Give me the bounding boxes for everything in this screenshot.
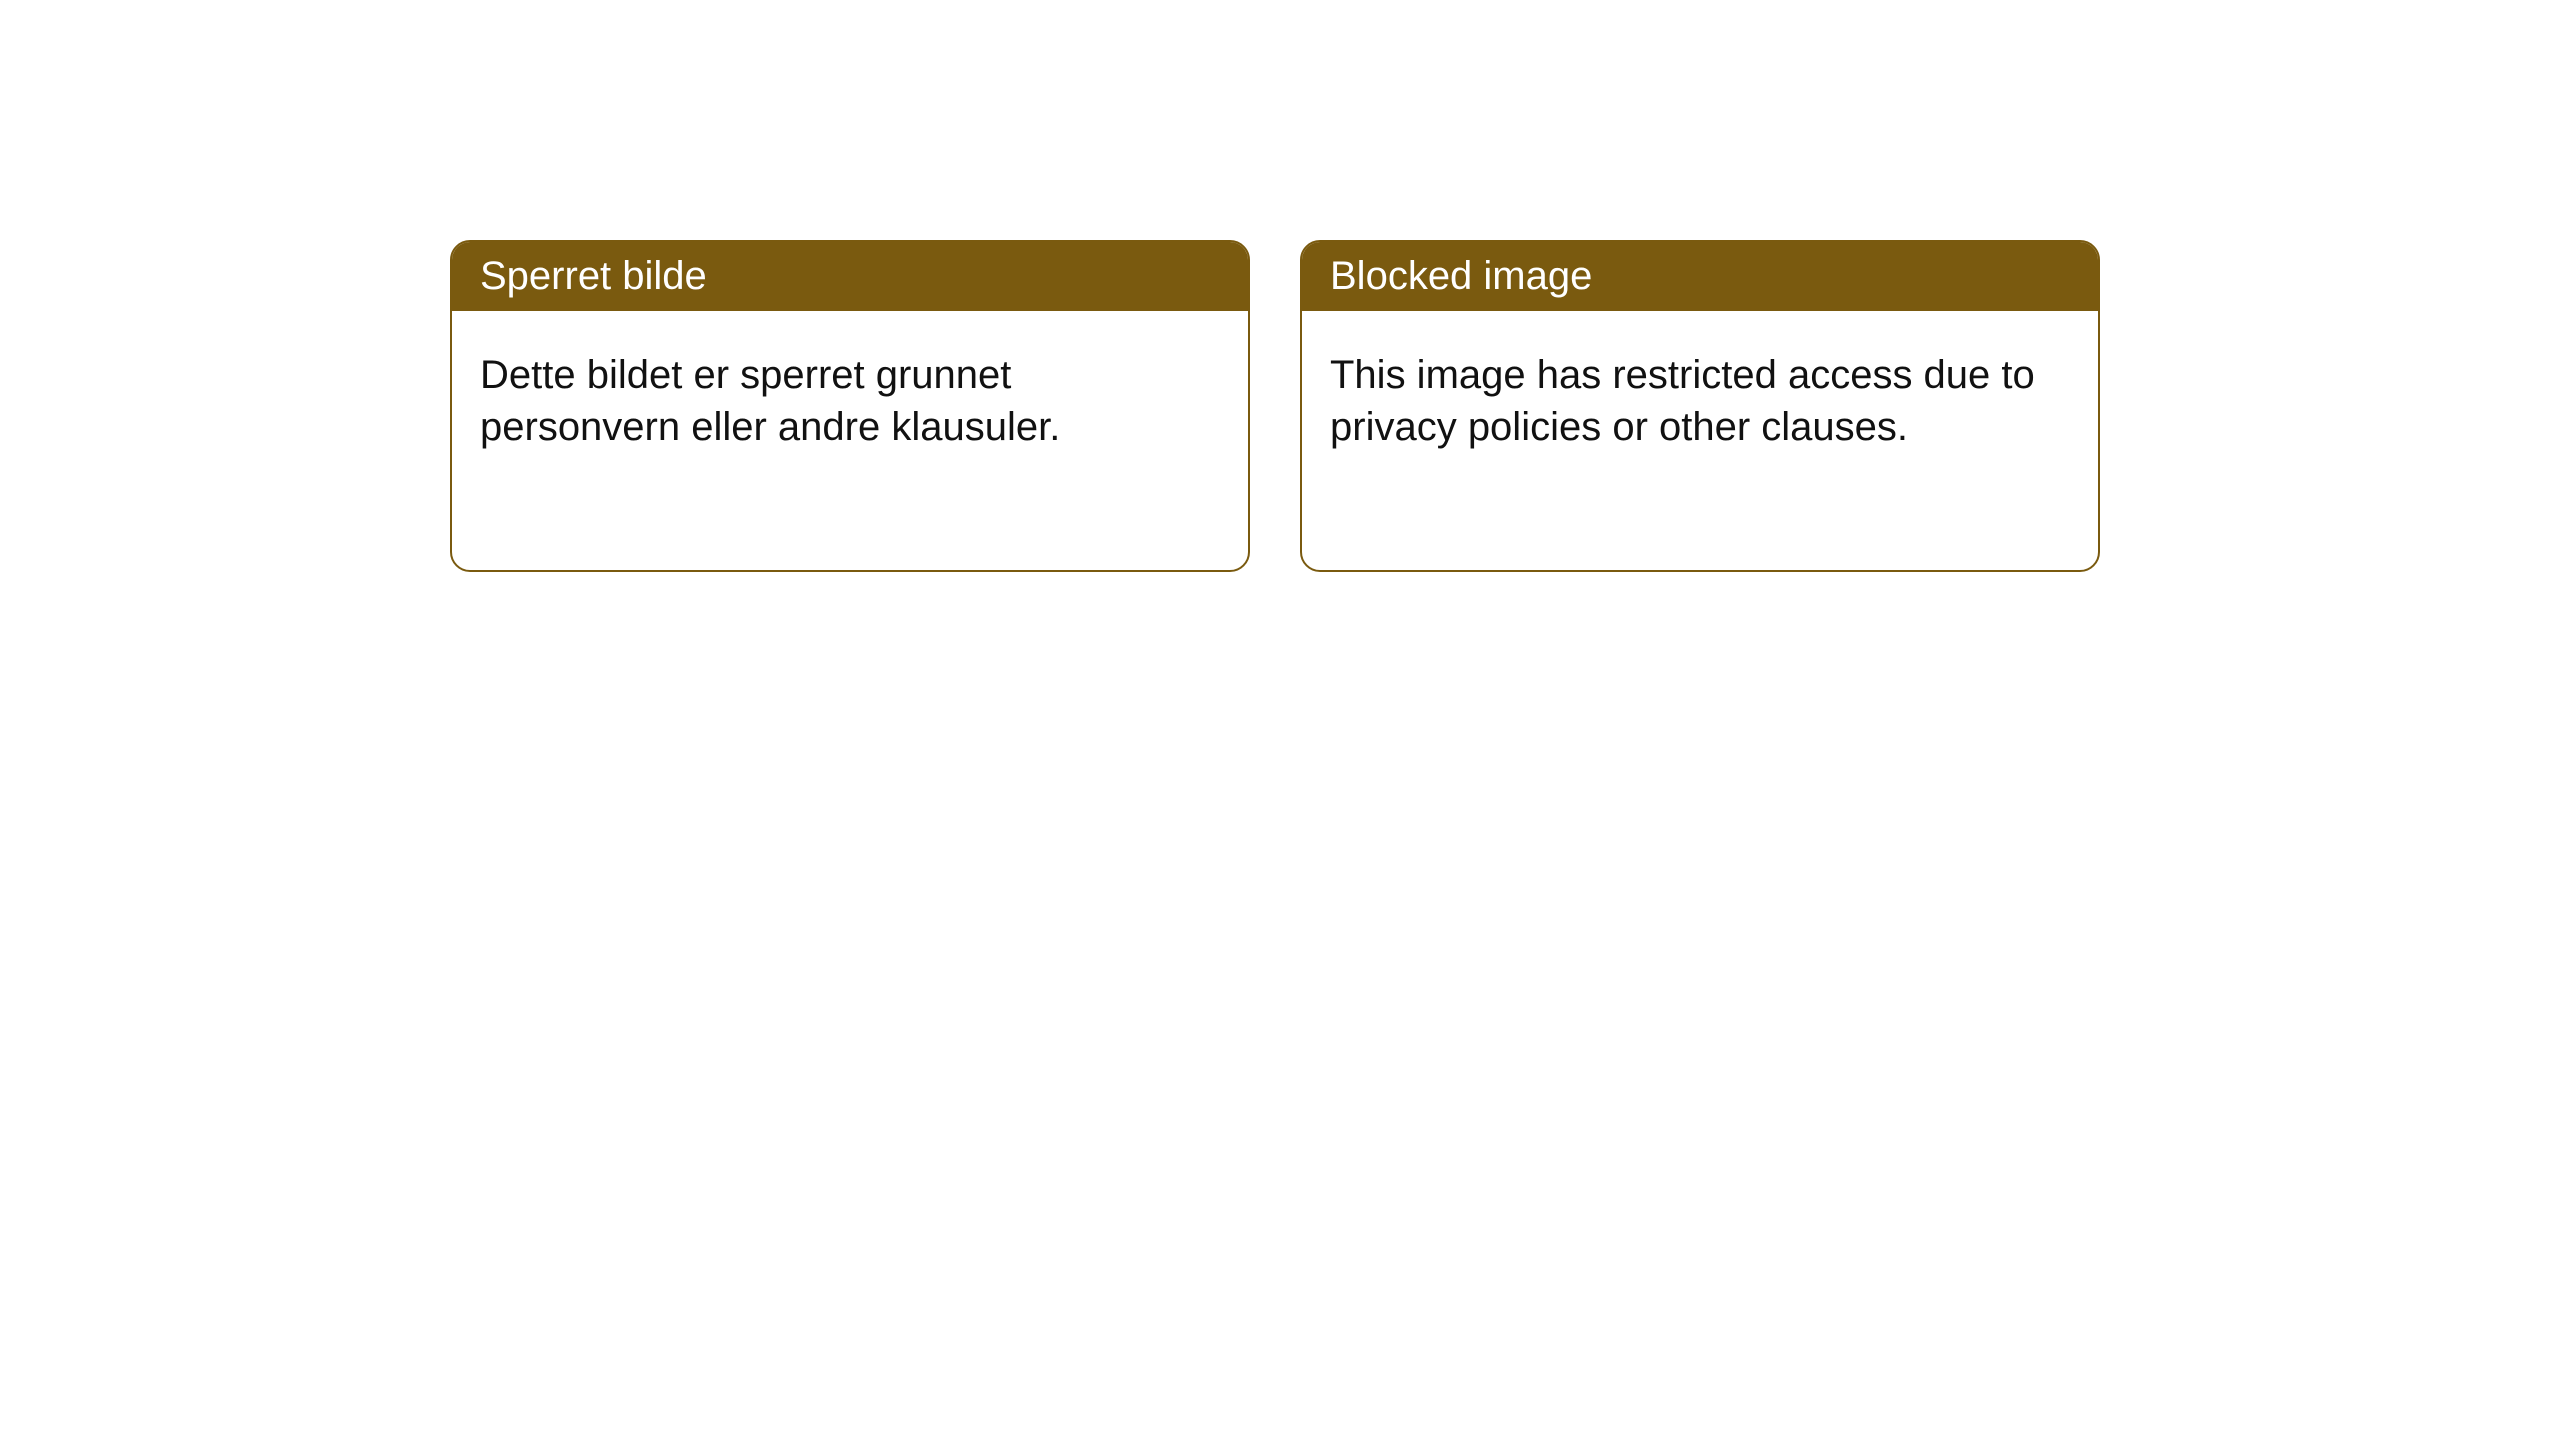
notice-card-english: Blocked image This image has restricted … (1300, 240, 2100, 572)
notice-card-norwegian: Sperret bilde Dette bildet er sperret gr… (450, 240, 1250, 572)
notice-header-norwegian: Sperret bilde (452, 242, 1248, 311)
notice-body-norwegian: Dette bildet er sperret grunnet personve… (452, 311, 1248, 491)
notice-body-english: This image has restricted access due to … (1302, 311, 2098, 491)
notice-container: Sperret bilde Dette bildet er sperret gr… (0, 0, 2560, 572)
notice-header-english: Blocked image (1302, 242, 2098, 311)
